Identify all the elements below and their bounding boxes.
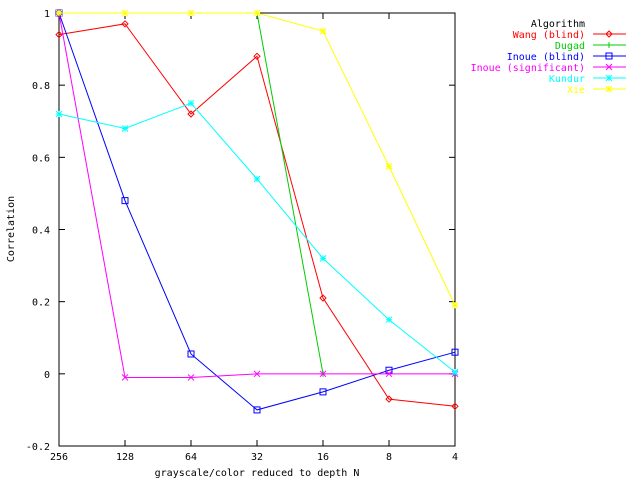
data-point-marker [451,402,459,411]
data-point-marker [319,27,327,35]
y-tick-label: 1 [44,9,50,20]
legend-title: Algorithm [531,19,585,30]
legend-label: Inoue (blind) [507,52,585,63]
series-3 [55,9,459,414]
x-tick-label: 4 [452,452,458,463]
data-point-marker [319,255,327,262]
data-point-marker [121,20,129,28]
data-point-marker [187,99,195,107]
y-tick-label: -0.2 [26,442,50,453]
legend-marker [605,85,613,93]
data-point-marker [121,197,129,205]
x-tick-label: 64 [185,452,197,463]
y-axis-label: Correlation [6,196,17,262]
data-point-marker [121,9,129,17]
x-axis-ticks: 256 128 64 32 16 8 4 [50,13,458,463]
y-axis-ticks: -0.2 0 0.2 0.4 0.6 0.8 1 [26,9,455,453]
x-tick-label: 128 [116,452,134,463]
series-line [58,12,455,378]
series-group [55,9,459,414]
legend-label: Dugad [555,41,585,52]
data-point-marker [55,9,63,17]
series-line [58,12,456,411]
y-tick-label: 0.2 [32,298,50,309]
data-point-marker [187,374,195,381]
data-point-marker [121,125,129,132]
x-tick-label: 256 [50,452,68,463]
data-point-marker [385,163,393,170]
legend-marker [606,42,612,48]
series-line [58,23,456,407]
y-tick-label: 0 [44,370,50,381]
data-point-marker [253,370,261,378]
data-point-marker [319,388,327,396]
data-point-marker [187,9,195,17]
data-point-marker [385,370,393,378]
legend-label: Wang (blind) [513,30,585,41]
data-point-marker [451,368,459,376]
y-tick-label: 0.4 [32,226,50,237]
data-point-marker [385,395,393,403]
data-point-marker [451,348,459,356]
series-line [58,102,456,373]
data-point-marker [55,110,63,118]
legend-marker [605,63,613,71]
series-5 [55,99,459,376]
data-point-marker [253,52,261,61]
data-point-marker [55,30,63,39]
data-point-marker [451,301,459,309]
data-point-marker [253,406,261,414]
series-6 [55,9,459,309]
legend-label: Inoue (significant) [471,63,585,74]
x-axis-label: grayscale/color reduced to depth N [155,468,360,479]
data-point-marker [385,316,393,324]
x-tick-label: 16 [317,452,329,463]
legend-marker [605,30,613,38]
y-tick-label: 0.8 [32,81,50,92]
data-point-marker [253,175,261,183]
plot-frame [58,12,456,447]
x-tick-label: 8 [386,452,392,463]
data-point-marker [187,350,195,358]
x-tick-label: 32 [251,452,263,463]
y-tick-label: 0.6 [32,153,50,164]
data-point-marker [253,9,261,17]
data-point-marker [319,370,327,378]
series-line [59,12,324,374]
legend-marker [605,74,613,82]
data-point-marker [319,294,327,302]
series-1 [55,20,459,411]
legend-label: Kundur [549,74,585,85]
series-4 [55,9,459,381]
data-point-marker [121,374,129,381]
series-2 [56,10,326,377]
legend-label: Xie [567,85,585,96]
data-point-marker [187,110,195,118]
legend-marker [605,52,613,60]
